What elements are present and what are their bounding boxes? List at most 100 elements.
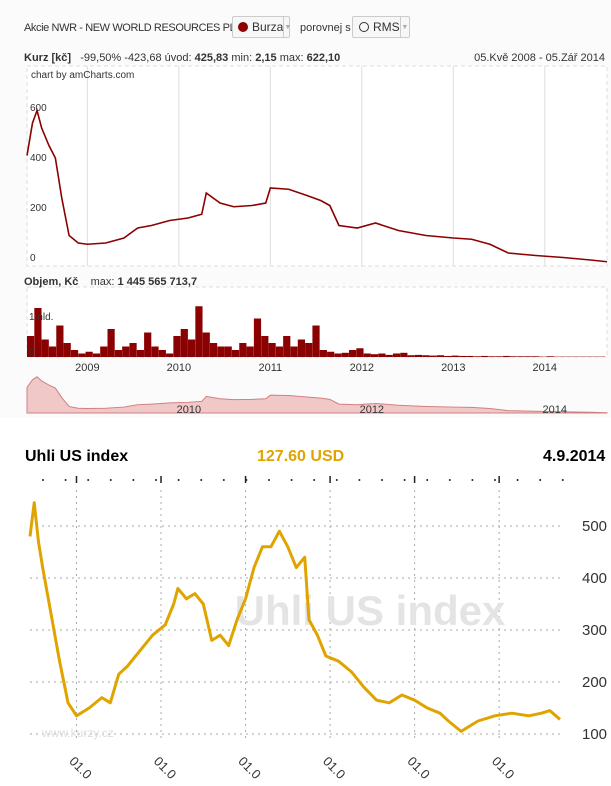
x-tick-year: 2010	[167, 362, 191, 374]
volume-bar	[224, 346, 232, 357]
volume-bar	[290, 346, 298, 357]
coal-line	[28, 501, 561, 733]
volume-bar	[407, 355, 415, 357]
coal-watermark: Uhli US index	[235, 587, 506, 634]
volume-bar	[334, 353, 342, 357]
radio-icon	[359, 22, 369, 32]
volume-bar	[92, 353, 101, 357]
max-label: max:	[279, 52, 304, 64]
x-minor-tick	[222, 479, 225, 481]
start-value: 425,83	[194, 52, 229, 64]
min-value: 2,15	[255, 52, 277, 64]
x-minor-tick	[335, 479, 338, 481]
volume-bar	[363, 353, 371, 357]
volume-bar	[268, 343, 276, 357]
coal-y-tick: 200	[582, 674, 607, 691]
volume-bar	[158, 350, 166, 357]
volume-bar	[202, 332, 210, 357]
volume-y-tick: 0	[29, 347, 35, 358]
volume-bar	[414, 354, 423, 357]
coal-x-tick: 01.0	[151, 754, 180, 783]
volume-bar	[85, 351, 93, 357]
min-label: min:	[231, 52, 253, 64]
volume-bar	[122, 346, 130, 357]
volume-bar	[217, 346, 225, 357]
coal-y-tick: 400	[582, 570, 607, 587]
volume-bar	[253, 318, 262, 357]
volume-bar	[400, 352, 408, 357]
volume-bar	[473, 356, 481, 357]
volume-bar	[458, 355, 466, 357]
volume-max: 1 445 565 713,7	[117, 276, 198, 288]
x-minor-tick	[426, 479, 429, 481]
volume-bar	[78, 353, 86, 357]
volume-bar	[283, 336, 291, 357]
volume-bar	[312, 325, 320, 357]
price-title: Kurz [kč]	[24, 52, 72, 64]
x-minor-tick	[516, 479, 519, 481]
volume-bar	[356, 348, 364, 357]
volume-bar	[305, 343, 313, 357]
volume-bar	[151, 346, 159, 357]
x-minor-tick	[403, 479, 406, 481]
volume-bar	[261, 336, 269, 357]
volume-bar	[341, 352, 349, 357]
market-select[interactable]: Burza ▼	[232, 16, 291, 38]
volume-bar	[195, 306, 203, 357]
price-y-tick: 0	[30, 253, 36, 264]
chevron-down-icon: ▼	[399, 17, 409, 37]
stock-title: Akcie NWR - NEW WORLD RESOURCES PLC. trh	[24, 22, 260, 34]
max-value: 622,10	[306, 52, 341, 64]
volume-bar	[209, 343, 218, 357]
volume-bar	[188, 339, 196, 357]
x-minor-tick	[87, 479, 90, 481]
compare-label: porovnej s	[300, 22, 351, 34]
x-minor-tick	[177, 479, 180, 481]
volume-max-label: max:	[90, 276, 115, 288]
volume-bar	[114, 350, 123, 357]
volume-bar	[524, 356, 532, 357]
x-minor-tick	[132, 479, 135, 481]
x-minor-tick	[268, 479, 270, 481]
chart-credit[interactable]: chart by amCharts.com	[31, 70, 135, 81]
volume-bar	[546, 356, 554, 357]
x-minor-tick	[64, 479, 67, 481]
compare-select[interactable]: RMS ▼	[352, 16, 410, 38]
volume-bar	[392, 353, 401, 357]
x-minor-tick	[358, 479, 361, 481]
volume-bar	[349, 350, 357, 357]
volume-bar	[100, 346, 108, 357]
volume-bar	[495, 356, 503, 357]
x-minor-tick	[42, 479, 44, 481]
volume-bar	[63, 343, 71, 357]
volume-bar	[144, 332, 152, 357]
volume-bar	[166, 353, 174, 357]
volume-bar	[429, 355, 437, 357]
x-minor-tick	[313, 479, 316, 481]
volume-bar	[319, 350, 327, 357]
date-range: 05.Kvě 2008 - 05.Zář 2014	[474, 52, 605, 64]
coal-x-tick: 01.0	[404, 754, 433, 783]
coal-x-tick: 01.0	[235, 754, 264, 783]
coal-value: 127.60 USD	[257, 448, 345, 465]
change-pct: -99,50%	[80, 52, 122, 64]
volume-bar	[246, 346, 254, 357]
x-minor-tick	[494, 479, 496, 481]
x-minor-tick	[290, 479, 293, 481]
x-minor-tick	[155, 479, 157, 481]
volume-bar	[107, 329, 115, 357]
price-y-tick: 400	[30, 153, 47, 164]
price-plot-area	[26, 65, 608, 267]
price-stats: Kurz [kč] -99,50% -423,68 úvod: 425,83 m…	[24, 52, 340, 64]
volume-bar	[56, 325, 64, 357]
coal-y-tick: 100	[582, 726, 607, 743]
market-label: Burza	[252, 20, 284, 34]
coal-date: 4.9.2014	[543, 448, 606, 465]
volume-bar	[27, 336, 35, 357]
x-minor-tick	[109, 479, 112, 481]
volume-bar	[34, 308, 42, 357]
x-minor-tick	[539, 479, 542, 481]
change-abs: -423,68	[124, 52, 162, 64]
x-tick-year: 2012	[350, 362, 374, 374]
volume-bar	[70, 350, 79, 357]
